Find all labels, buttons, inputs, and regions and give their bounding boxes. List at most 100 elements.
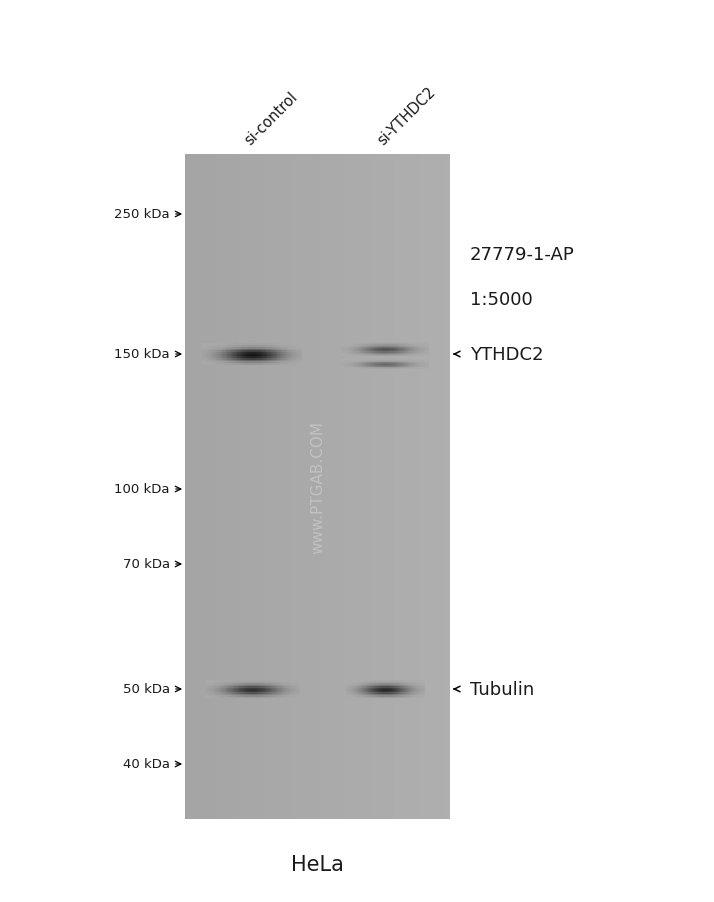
Bar	[214, 687, 215, 689]
Bar	[263, 686, 264, 687]
Bar	[383, 355, 384, 356]
Bar	[215, 689, 216, 691]
Bar	[380, 689, 381, 691]
Bar	[256, 358, 257, 360]
Bar	[204, 695, 206, 696]
Bar	[269, 353, 271, 354]
Bar	[277, 686, 278, 687]
Bar	[273, 680, 275, 682]
Bar	[256, 364, 257, 365]
Bar	[277, 353, 278, 354]
Bar	[383, 351, 384, 352]
Bar	[416, 680, 417, 682]
Bar	[206, 354, 207, 356]
Bar	[204, 364, 206, 365]
Bar	[298, 351, 299, 353]
Bar	[346, 682, 347, 683]
Bar	[384, 695, 385, 696]
Bar	[425, 348, 426, 350]
Bar	[391, 343, 393, 344]
Bar	[388, 686, 389, 687]
Bar	[207, 354, 208, 356]
Bar	[247, 356, 248, 358]
Bar	[248, 680, 250, 682]
Bar	[415, 351, 416, 352]
Bar	[354, 696, 355, 698]
Bar	[293, 682, 295, 683]
Bar	[361, 355, 362, 356]
Bar	[419, 355, 421, 356]
Bar	[421, 696, 422, 698]
Bar	[244, 351, 246, 353]
Bar	[417, 696, 418, 698]
Bar	[298, 695, 299, 696]
Bar	[229, 349, 231, 351]
Bar	[365, 682, 366, 683]
Bar	[342, 347, 343, 348]
Bar	[368, 686, 369, 687]
Bar	[271, 695, 272, 696]
Bar	[228, 345, 229, 347]
Bar	[268, 347, 269, 349]
Bar	[208, 686, 209, 687]
Bar	[239, 694, 240, 695]
Bar	[391, 683, 392, 685]
Bar	[213, 686, 214, 687]
Bar	[293, 362, 294, 364]
Bar	[380, 694, 381, 695]
Bar	[257, 689, 258, 691]
Bar	[356, 683, 357, 685]
Bar	[258, 694, 259, 695]
Bar	[229, 689, 231, 691]
Bar	[259, 360, 261, 362]
Bar	[378, 350, 380, 351]
Bar	[397, 353, 398, 354]
Bar	[424, 683, 425, 685]
Bar	[415, 680, 416, 682]
Bar	[251, 685, 252, 686]
Bar	[389, 348, 391, 350]
Bar	[218, 360, 219, 362]
Bar	[281, 696, 282, 698]
Bar	[377, 354, 378, 355]
Bar	[256, 354, 257, 356]
Bar	[344, 344, 346, 345]
Bar	[215, 680, 216, 682]
Bar	[387, 350, 388, 351]
Bar	[233, 344, 234, 345]
Bar	[232, 692, 233, 694]
Bar	[243, 695, 245, 696]
Bar	[264, 695, 265, 696]
Bar	[281, 344, 282, 345]
Bar	[253, 695, 254, 696]
Bar	[236, 364, 237, 365]
Bar	[259, 362, 261, 364]
Bar	[204, 345, 206, 347]
Bar	[408, 686, 409, 687]
Bar	[385, 346, 386, 347]
Bar	[411, 694, 412, 695]
Bar	[399, 353, 401, 354]
Bar	[249, 358, 251, 360]
Bar	[208, 362, 209, 364]
Bar	[404, 694, 405, 695]
Bar	[396, 691, 397, 692]
Bar	[246, 695, 247, 696]
Bar	[385, 343, 386, 344]
Bar	[224, 364, 226, 365]
Bar	[357, 683, 358, 685]
Bar	[357, 691, 358, 692]
Bar	[284, 349, 286, 351]
Bar	[278, 685, 279, 686]
Bar	[389, 686, 390, 687]
Bar	[218, 691, 220, 692]
Bar	[301, 353, 302, 354]
Bar	[414, 692, 415, 694]
Bar	[274, 356, 276, 358]
Bar	[275, 696, 276, 698]
Bar	[266, 686, 268, 687]
Bar	[375, 685, 376, 686]
Bar	[261, 155, 264, 819]
Bar	[363, 680, 364, 682]
Bar	[373, 695, 374, 696]
